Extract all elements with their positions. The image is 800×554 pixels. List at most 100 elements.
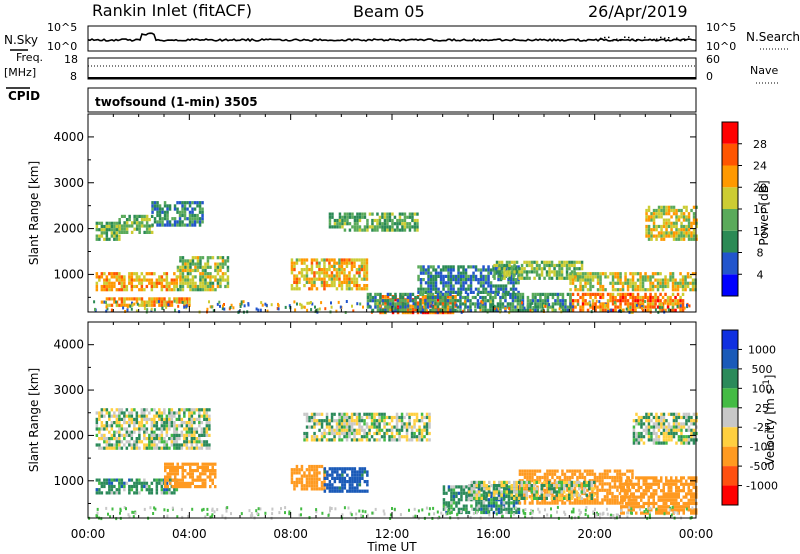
heatmap-cell: [383, 435, 386, 439]
heatmap-cell: [652, 228, 656, 232]
clutter-cell: [105, 305, 108, 309]
clutter-cell: [299, 302, 302, 306]
heatmap-cell: [531, 475, 534, 480]
heatmap-cell: [148, 272, 151, 276]
clutter-cell: [479, 308, 482, 312]
heatmap-cell: [350, 419, 354, 423]
heatmap-cell: [449, 268, 453, 272]
heatmap-cell: [310, 464, 314, 469]
heatmap-cell: [95, 221, 99, 225]
heatmap-cell: [193, 408, 196, 412]
clutter-cell: [454, 301, 457, 305]
heatmap-cell: [353, 467, 357, 471]
heatmap-cell: [219, 284, 222, 289]
heatmap-cell: [601, 472, 604, 476]
heatmap-cell: [145, 214, 149, 218]
heatmap-cell: [579, 278, 582, 282]
heatmap-cell: [188, 421, 191, 425]
heatmap-cell: [589, 272, 592, 276]
heatmap-cell: [575, 267, 579, 271]
heatmap-cell: [343, 258, 346, 262]
heatmap-cell: [639, 278, 642, 282]
heatmap-cell: [125, 427, 129, 431]
heatmap-cell: [318, 261, 321, 265]
heatmap-cell: [427, 287, 430, 291]
heatmap-cell: [479, 271, 483, 275]
heatmap-cell: [685, 412, 688, 416]
heatmap-cell: [153, 437, 156, 441]
heatmap-cell: [609, 272, 612, 276]
heatmap-cell: [660, 419, 663, 423]
heatmap-cell: [413, 222, 417, 226]
heatmap-cell: [379, 308, 382, 312]
heatmap-cell: [570, 260, 574, 264]
heatmap-cell: [199, 478, 202, 482]
heatmap-cell: [105, 443, 109, 447]
nsearch-label: N.Search: [746, 30, 800, 44]
heatmap-cell: [538, 267, 541, 271]
heatmap-cell: [518, 276, 521, 280]
heatmap-cell: [451, 299, 455, 303]
heatmap-cell: [348, 258, 351, 262]
heatmap-cell: [125, 481, 129, 485]
heatmap-cell: [622, 489, 625, 493]
heatmap-cell: [118, 424, 121, 428]
heatmap-cell: [450, 491, 453, 495]
heatmap-cell: [452, 265, 455, 269]
heatmap-cell: [168, 417, 171, 421]
heatmap-cell: [189, 262, 192, 266]
clutter-cell: [679, 304, 682, 308]
heatmap-cell: [128, 488, 131, 492]
heatmap-cell: [520, 267, 524, 271]
heatmap-cell: [551, 501, 554, 505]
heatmap-cell: [358, 473, 362, 477]
heatmap-cell: [672, 221, 676, 225]
heatmap-cell: [181, 259, 185, 263]
heatmap-cell: [665, 228, 668, 232]
heatmap-cell: [318, 419, 321, 423]
heatmap-cell: [650, 495, 653, 499]
heatmap-cell: [214, 268, 217, 273]
heatmap-cell: [198, 411, 201, 415]
heatmap-cell: [191, 278, 195, 282]
heatmap-cell: [654, 278, 657, 282]
heatmap-cell: [186, 201, 189, 205]
heatmap-cell: [183, 217, 187, 221]
heatmap-cell: [313, 438, 316, 442]
heatmap-cell: [654, 272, 657, 276]
heatmap-cell: [499, 284, 503, 288]
heatmap-cell: [616, 272, 620, 276]
heatmap-cell: [118, 303, 121, 307]
heatmap-cell: [598, 479, 602, 483]
heatmap-cell: [328, 284, 331, 288]
heatmap-cell: [330, 431, 334, 436]
heatmap-cell: [434, 274, 438, 278]
heatmap-cell: [603, 482, 607, 486]
heatmap-cell: [692, 419, 696, 423]
heatmap-cell: [120, 224, 124, 228]
heatmap-cell: [110, 433, 114, 437]
heatmap-cell: [573, 270, 576, 274]
heatmap-cell: [199, 475, 202, 479]
heatmap-cell: [341, 486, 344, 490]
heatmap-cell: [637, 422, 641, 426]
heatmap-cell: [338, 212, 342, 216]
heatmap-cell: [310, 277, 314, 281]
clutter-cell: [551, 308, 554, 312]
heatmap-cell: [574, 288, 577, 292]
heatmap-cell: [593, 491, 597, 496]
heatmap-cell: [599, 281, 602, 285]
heatmap-cell: [308, 468, 311, 472]
heatmap-cell: [641, 284, 645, 289]
heatmap-cell: [469, 274, 473, 278]
clutter-cell: [314, 305, 316, 309]
heatmap-cell: [690, 419, 693, 423]
heatmap-cell: [485, 504, 488, 508]
heatmap-cell: [451, 302, 455, 306]
heatmap-cell: [474, 308, 477, 312]
heatmap-cell: [640, 438, 643, 442]
heatmap-cell: [185, 440, 189, 444]
clutter-cell: [106, 307, 109, 311]
heatmap-cell: [175, 411, 179, 415]
heatmap-cell: [130, 421, 134, 425]
